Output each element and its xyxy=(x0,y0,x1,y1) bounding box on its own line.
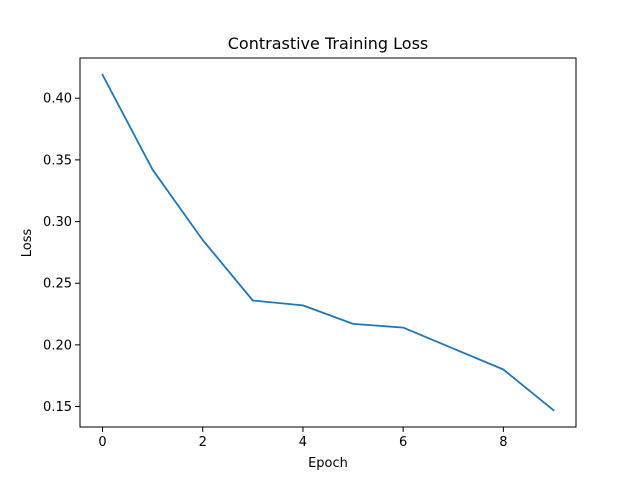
y-tick-label: 0.20 xyxy=(43,338,72,353)
x-axis-label: Epoch xyxy=(308,456,348,471)
x-tick-label: 4 xyxy=(299,435,307,450)
y-tick-label: 0.25 xyxy=(43,277,72,292)
axes-frame xyxy=(79,57,577,428)
chart-title: Contrastive Training Loss xyxy=(228,34,429,53)
x-tick-label: 8 xyxy=(499,435,507,450)
y-tick-label: 0.15 xyxy=(43,400,72,415)
y-tick-label: 0.40 xyxy=(43,92,72,107)
y-axis: 0.15 0.20 0.25 0.30 0.35 0.40 xyxy=(43,92,80,415)
x-tick-label: 2 xyxy=(199,435,207,450)
x-tick-label: 0 xyxy=(98,435,106,450)
y-tick-label: 0.30 xyxy=(43,215,72,230)
plot-area xyxy=(79,57,577,428)
x-tick-label: 6 xyxy=(399,435,407,450)
y-axis-label: Loss xyxy=(20,229,35,258)
series-line xyxy=(101,73,555,412)
y-tick-label: 0.35 xyxy=(43,153,72,168)
x-axis: 0 2 4 6 8 xyxy=(98,427,507,450)
